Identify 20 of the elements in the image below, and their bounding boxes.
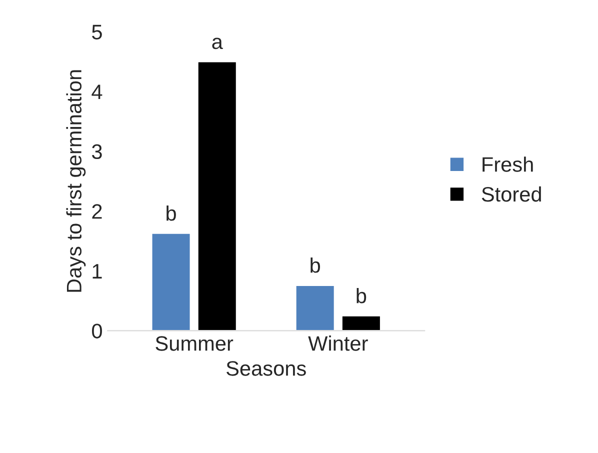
x-tick-label: Winter <box>308 336 368 351</box>
x-tick-label: Summer <box>156 336 234 351</box>
x-axis-title: Seasons <box>226 361 306 376</box>
y-tick-label: 0 <box>92 324 102 338</box>
legend-label: Fresh <box>482 156 533 172</box>
y-tick-label: 4 <box>92 84 102 100</box>
y-tick-label: 1 <box>92 264 102 278</box>
y-tick-label: 5 <box>92 24 102 40</box>
annotation: a <box>212 38 223 50</box>
bar <box>294 284 336 331</box>
y-tick-label: 2 <box>92 204 102 219</box>
y-tick-label: 3 <box>92 144 102 160</box>
legend-label: Stored <box>482 186 541 202</box>
bar <box>196 60 238 331</box>
bar <box>341 315 382 331</box>
annotation: b <box>166 205 176 221</box>
annotation: b <box>356 288 366 304</box>
bar <box>150 232 192 331</box>
y-axis-title: Days to first germination <box>66 70 86 292</box>
annotation: b <box>310 257 320 273</box>
